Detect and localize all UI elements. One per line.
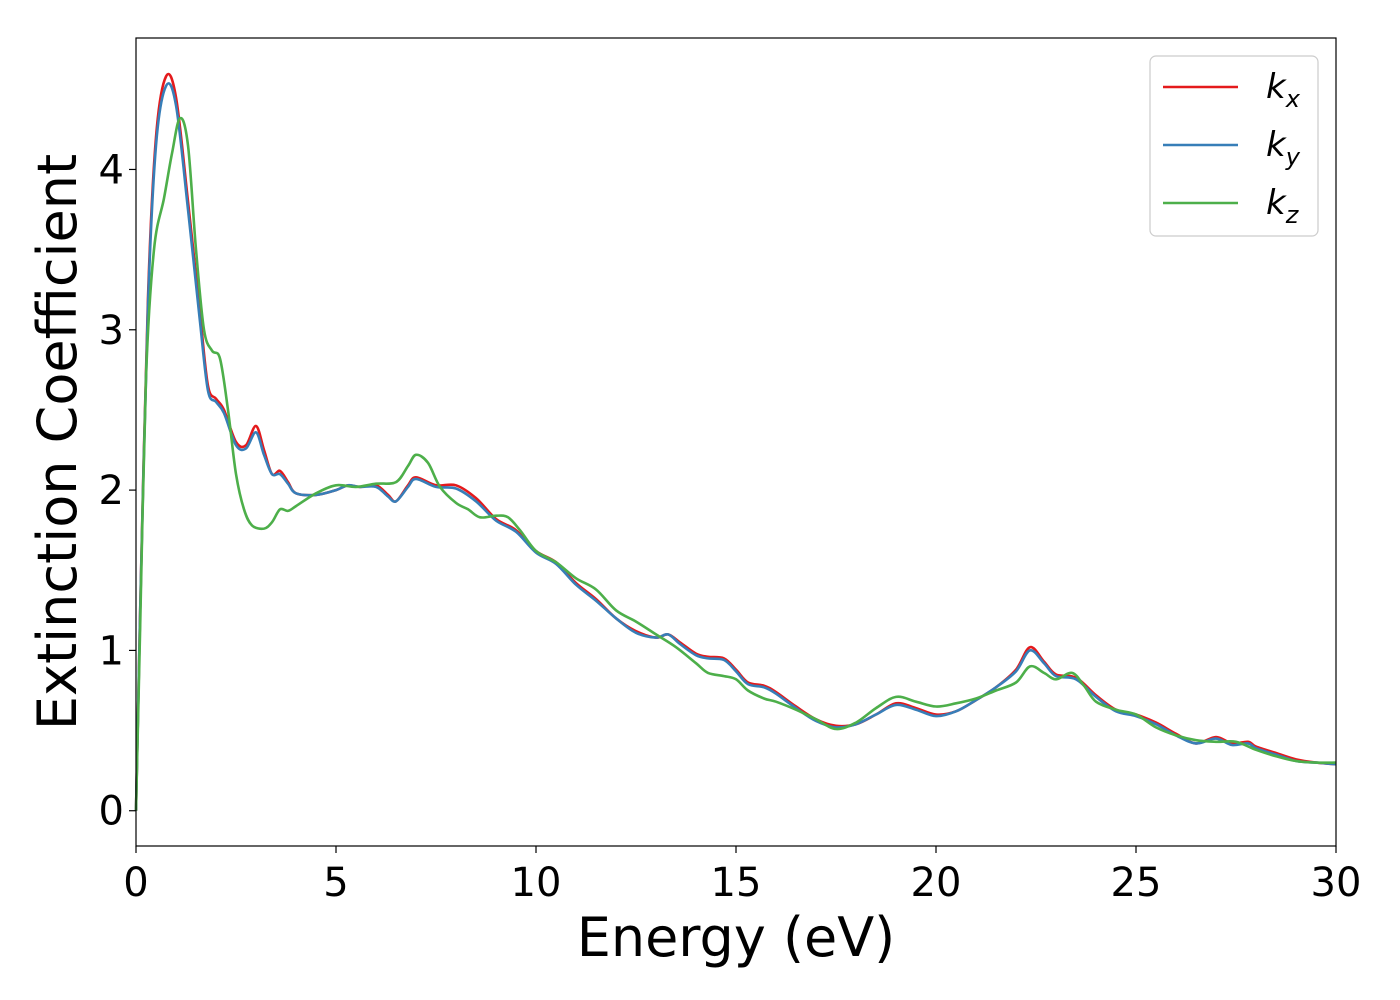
legend: kx ky kz [1149, 55, 1319, 237]
legend-label-k-y: ky [1266, 125, 1301, 171]
x-tick-label: 0 [123, 860, 148, 906]
x-axis-title: Energy (eV) [577, 906, 896, 969]
x-axis-ticks: 0 5 10 15 20 25 30 [123, 846, 1361, 906]
x-tick-label: 5 [323, 860, 348, 906]
series-line-k-z [134, 116, 1337, 811]
x-tick-label: 30 [1311, 860, 1362, 906]
x-tick-label: 15 [711, 860, 762, 906]
x-tick-label: 25 [1111, 860, 1162, 906]
y-tick-label: 2 [99, 468, 124, 514]
legend-label-k-z: kz [1266, 183, 1300, 229]
plot-area [136, 38, 1336, 846]
legend-label-k-x: kx [1266, 67, 1301, 113]
y-tick-label: 0 [99, 789, 124, 835]
x-tick-label: 20 [911, 860, 962, 906]
y-tick-label: 1 [99, 628, 124, 674]
y-axis-title: Extinction Coefficient [26, 154, 89, 730]
y-tick-label: 4 [99, 147, 124, 193]
series-layer [134, 72, 1337, 811]
y-axis-ticks: 0 1 2 3 4 [99, 147, 136, 835]
x-tick-label: 10 [511, 860, 562, 906]
y-tick-label: 3 [99, 308, 124, 354]
